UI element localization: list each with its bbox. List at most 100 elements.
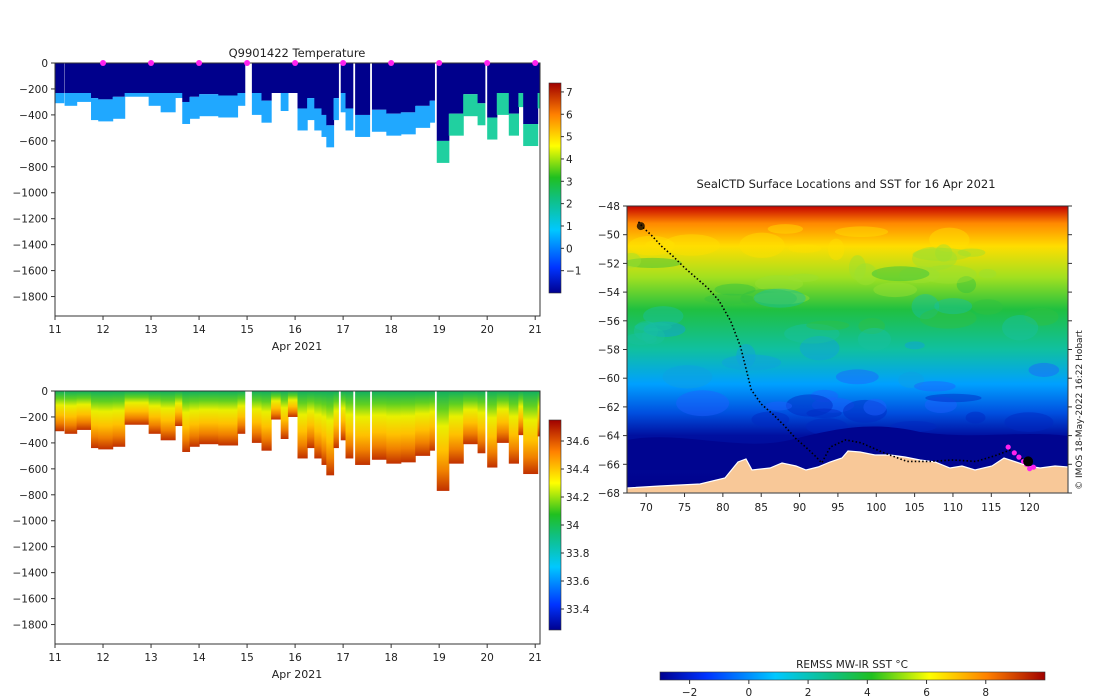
salinity-colorbar-tick-label: 34: [566, 520, 580, 532]
temperature-x-label: Apr 2021: [272, 340, 323, 353]
recent-position-marker: [1030, 464, 1037, 470]
map-xtick-label: 70: [639, 502, 652, 514]
salinity-profile: [487, 391, 498, 468]
temperature-profile-cold: [76, 63, 92, 93]
cold-water-band: [627, 426, 1068, 470]
salinity-profile: [386, 391, 402, 464]
recent-position-marker: [1011, 450, 1017, 456]
temperature-profile-cold: [307, 63, 315, 99]
salinity-profile: [148, 391, 162, 434]
temperature-xtick-label: 21: [529, 324, 542, 336]
salinity-x-label: Apr 2021: [272, 668, 323, 681]
temperature-colorbar-tick-label: 0: [566, 243, 573, 255]
temperature-profile-deep: [448, 113, 464, 136]
temperature-profile-deep: [523, 124, 539, 147]
sst-texture-patch: [633, 320, 658, 341]
temperature-ytick-label: −1000: [12, 188, 48, 200]
salinity-profile: [537, 391, 540, 437]
salinity-profile: [307, 391, 315, 449]
temperature-profile-cold: [218, 63, 239, 96]
salinity-profile: [297, 391, 308, 459]
temperature-ytick-label: −1200: [12, 214, 48, 226]
temperature-profile-cold: [160, 63, 176, 93]
salinity-profile: [523, 391, 539, 475]
salinity-profile: [333, 391, 339, 449]
temperature-profile-deep: [314, 108, 323, 131]
temperature-profile-deep: [297, 108, 308, 131]
temperature-xtick-label: 17: [336, 324, 349, 336]
map-xtick-label: 100: [866, 502, 886, 514]
temperature-profile-deep: [340, 93, 347, 113]
salinity-ytick-label: −1200: [12, 542, 48, 554]
day-marker: [196, 60, 203, 66]
salinity-ytick-label: −1800: [12, 620, 48, 632]
temperature-profile-deep: [487, 117, 498, 140]
sst-texture-patch: [663, 234, 720, 256]
temperature-profile-cold: [508, 63, 519, 114]
temperature-profile-cold: [448, 63, 464, 114]
temperature-profile-deep: [333, 98, 339, 121]
map-ytick-label: −50: [598, 230, 620, 242]
sst-texture-patch: [956, 276, 977, 294]
sst-texture-patch: [739, 232, 785, 258]
salinity-profile: [98, 391, 114, 450]
sst-texture-patch: [904, 341, 925, 350]
temperature-profile-deep: [175, 93, 183, 99]
salinity-profile: [124, 391, 150, 425]
salinity-ytick-label: −1400: [12, 568, 48, 580]
sst-colorbar-tick-label: 8: [982, 687, 989, 699]
temperature-profile-deep: [508, 113, 519, 136]
temperature-xtick-label: 12: [96, 324, 109, 336]
start-position-cluster: [636, 222, 645, 231]
salinity-colorbar-tick-label: 34.2: [566, 492, 589, 504]
sst-texture-patch: [1024, 307, 1059, 326]
temperature-profile-deep: [345, 108, 354, 131]
sst-colorbar-tick-label: 0: [746, 687, 753, 699]
recent-position-marker: [1016, 454, 1022, 460]
temperature-ytick-label: −400: [19, 110, 48, 122]
temperature-xtick-label: 16: [288, 324, 302, 336]
map-ytick-label: −62: [598, 402, 620, 414]
temperature-xtick-label: 11: [48, 324, 61, 336]
seal-track: [637, 221, 1032, 467]
salinity-colorbar-tick-label: 34.6: [566, 436, 590, 448]
salinity-ytick-label: 0: [41, 386, 48, 398]
sst-texture-patch: [788, 273, 819, 283]
sst-texture-patch: [806, 408, 842, 419]
temperature-xtick-label: 15: [240, 324, 253, 336]
salinity-profile: [271, 391, 282, 420]
temperature-profile-cold: [189, 63, 200, 97]
sst-texture-patch: [873, 282, 918, 298]
temperature-profile-cold: [271, 63, 282, 93]
salinity-profile: [112, 391, 126, 447]
salinity-colorbar-tick-label: 33.4: [566, 604, 590, 616]
sst-texture-patch: [714, 283, 756, 296]
salinity-profile: [496, 391, 510, 443]
recent-seal-positions: [636, 222, 1037, 472]
map-xtick-label: 80: [716, 502, 729, 514]
salinity-ytick-label: −1600: [12, 594, 48, 606]
sst-texture-patch: [913, 381, 956, 392]
salinity-colorbar-ticks: 33.4 33.6 33.8 34 34.2 34.4 34.6: [561, 436, 590, 616]
sst-texture-patch: [788, 244, 822, 253]
salinity-xtick-label: 20: [480, 652, 493, 664]
map-credit: © IMOS 18-May-2022 16:22 Hobart: [1075, 330, 1085, 490]
sst-texture-patch: [919, 307, 977, 329]
temperature-x-axis: 11 12 13 14 15 16 17 18 19 20 21: [48, 316, 542, 336]
salinity-colorbar-tick-label: 34.4: [566, 464, 590, 476]
salinity-ytick-label: −800: [19, 490, 48, 502]
map-xtick-label: 110: [943, 502, 963, 514]
temperature-profile-cold: [386, 63, 402, 114]
sst-texture-patch: [740, 288, 797, 308]
temperature-profile-cold: [537, 63, 540, 93]
temperature-profile-deep: [400, 112, 416, 135]
temperature-profile-deep: [199, 94, 219, 117]
map-xtick-label: 105: [905, 502, 925, 514]
temperature-profile-deep: [261, 100, 272, 123]
salinity-x-axis: 11 12 13 14 15 16 17 18 19 20 21: [48, 644, 542, 664]
temperature-colorbar-tick-label: −1: [566, 266, 581, 278]
sst-field: [627, 206, 1068, 493]
temperature-profile-cold: [333, 63, 339, 99]
temperature-profile-cold: [326, 63, 335, 126]
